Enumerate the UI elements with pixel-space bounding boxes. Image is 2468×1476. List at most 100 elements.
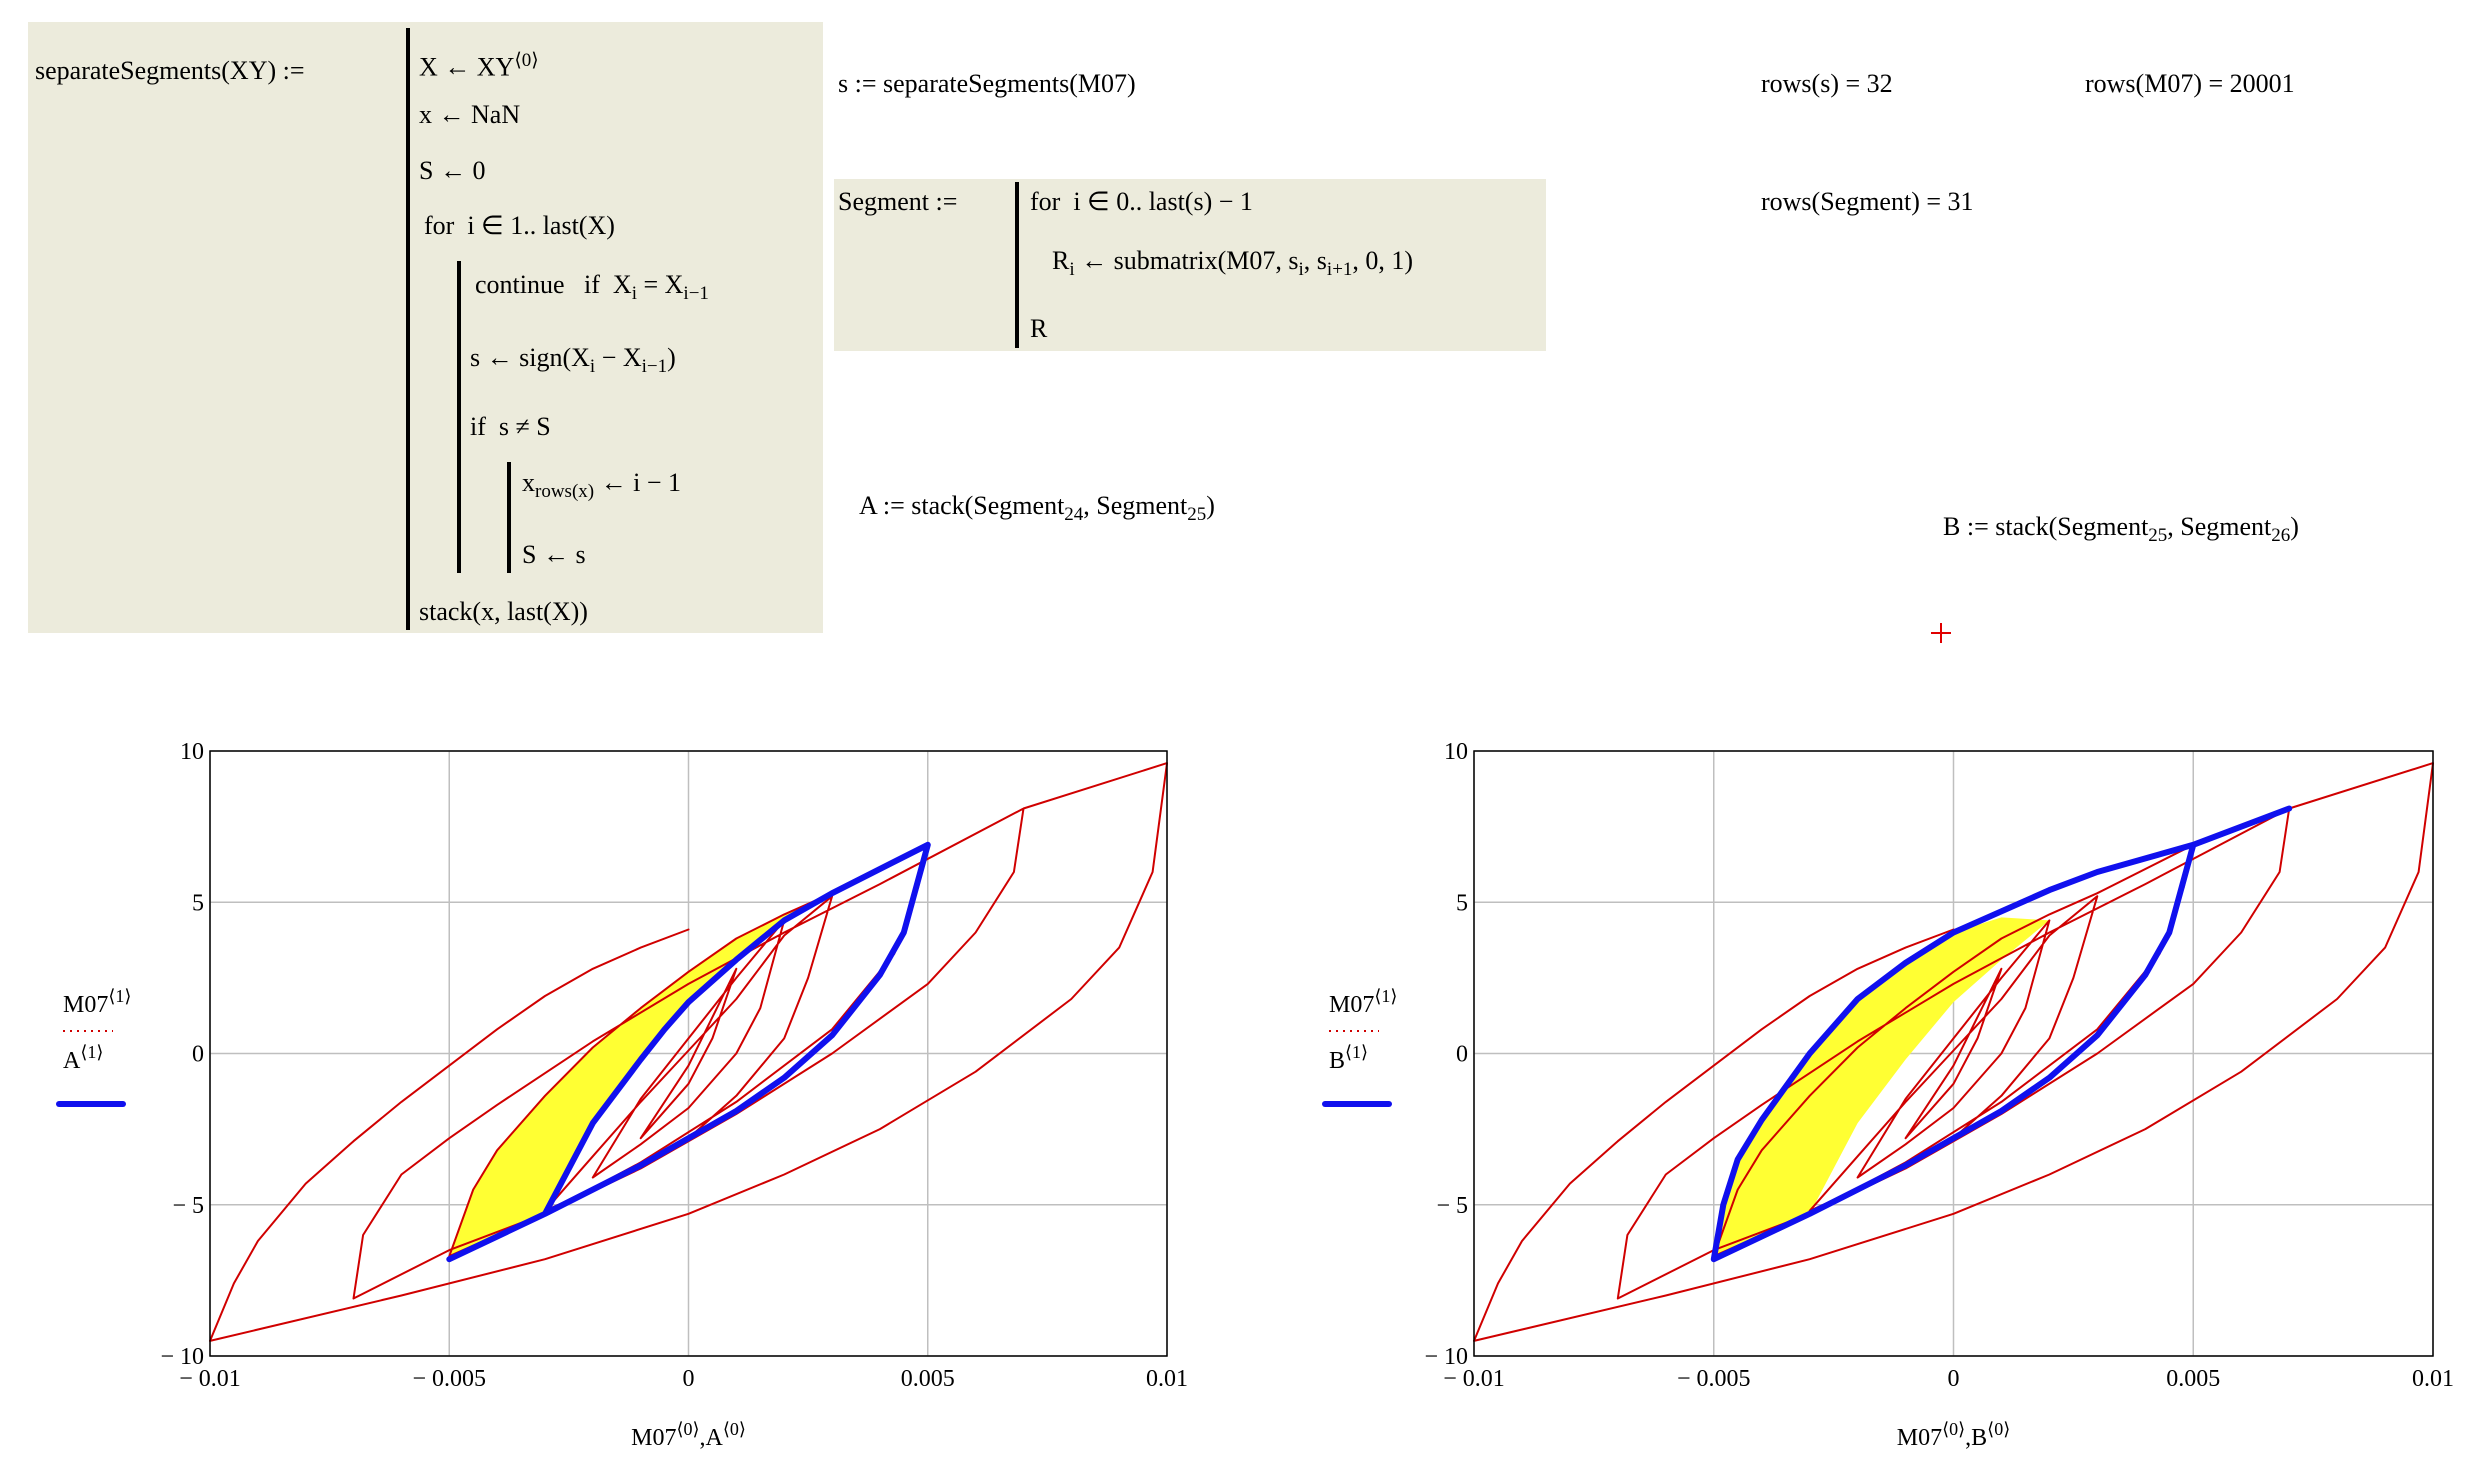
math-text: continue if X <box>475 270 632 299</box>
program-line: xrows(x) ← i − 1 <box>522 467 681 508</box>
function-head: separateSegments(XY) := <box>35 55 305 87</box>
x-tick-label: 0.01 <box>2412 1366 2454 1392</box>
subscript: i+1 <box>1326 259 1353 281</box>
y-tick-label: 0 <box>1456 1042 1468 1068</box>
result: rows(M07) = 20001 <box>2085 68 2295 100</box>
math-text: Segment := <box>838 187 958 216</box>
y-axis-label: M07⟨1⟩ <box>63 986 131 1018</box>
x-tick-label: − 0.005 <box>1677 1366 1751 1392</box>
separator: , <box>1965 1425 1971 1451</box>
series-line <box>209 762 1168 1342</box>
subscript: i <box>1298 259 1304 281</box>
superscript: ⟨0⟩ <box>1942 1419 1965 1439</box>
program-line: x ← NaN <box>419 99 520 131</box>
function-region <box>28 22 823 633</box>
chart: − 0.01− 0.005 0 0.005 0.01− 10− 50510M07⟨1⟩… <box>1322 739 2454 1451</box>
superscript: ⟨0⟩ <box>514 50 539 71</box>
result-expr: rows(s) = <box>1761 69 1861 98</box>
program-bar <box>507 462 511 573</box>
program-line: X ← XY⟨0⟩ <box>419 45 539 84</box>
program-line: continue if Xi = Xi−1 <box>475 269 709 310</box>
axis-name: A <box>706 1425 724 1451</box>
y-tick-label: − 5 <box>1436 1193 1468 1219</box>
chart: − 0.01− 0.005 0 0.005 0.01− 10− 50510M07⟨1⟩… <box>56 739 1188 1451</box>
legend-name: B <box>1329 1048 1345 1074</box>
math-text: , 0, 1) <box>1352 246 1414 275</box>
legend-name: A <box>63 1048 81 1074</box>
program-bar <box>406 28 410 630</box>
program-bar <box>1015 182 1019 348</box>
y-axis-label: A⟨1⟩ <box>63 1042 103 1074</box>
y-tick-label: − 10 <box>160 1344 204 1370</box>
result-value: 31 <box>1947 187 1974 216</box>
result-expr: rows(Segment) = <box>1761 187 1942 216</box>
y-tick-label: 5 <box>1456 890 1468 916</box>
math-text: ) <box>2290 512 2299 541</box>
plot-frame <box>1473 750 2434 1357</box>
x-tick-label: 0.01 <box>1146 1366 1188 1392</box>
program-line: for i ∈ 1.. last(X) <box>424 210 615 242</box>
program-line: s ← sign(Xi − Xi−1) <box>470 342 676 383</box>
legend-name: M07 <box>63 992 108 1018</box>
y-tick-label: 5 <box>192 890 204 916</box>
math-text: = X <box>636 270 684 299</box>
program-line: for i ∈ 0.. last(s) − 1 <box>1030 186 1253 218</box>
x-tick-label: 0 <box>683 1366 695 1392</box>
math-text: separateSegments(XY) := <box>35 56 305 85</box>
math-text: , Segment <box>2167 512 2272 541</box>
x-axis-label: M07⟨0⟩,B⟨0⟩ <box>1897 1419 2010 1451</box>
math-text: A := stack(Segment <box>859 491 1065 520</box>
math-text: s := separateSegments(M07) <box>838 69 1136 98</box>
superscript: ⟨1⟩ <box>1374 986 1397 1006</box>
definition-head: Segment := <box>838 186 957 218</box>
y-tick-label: 0 <box>192 1042 204 1068</box>
subscript: i <box>1069 259 1075 281</box>
fill-region <box>1713 917 2050 1260</box>
legend-name: M07 <box>1329 992 1374 1018</box>
subscript: 25 <box>1187 504 1207 526</box>
fill-region <box>449 893 833 1257</box>
math-text: ← i − 1 <box>594 468 681 497</box>
math-text: s ← sign(X <box>470 343 590 372</box>
math-text: ) <box>667 343 676 372</box>
math-text: stack(x, last(X)) <box>419 597 588 626</box>
y-tick-label: 10 <box>180 739 204 765</box>
x-tick-label: − 0.005 <box>412 1366 486 1392</box>
subscript: 24 <box>1064 504 1084 526</box>
axis-name: M07 <box>1897 1425 1942 1451</box>
program-bar <box>457 261 461 573</box>
program-line: S ← 0 <box>419 155 485 187</box>
math-text: R <box>1052 246 1070 275</box>
subscript: 25 <box>2148 525 2168 547</box>
plot-frame <box>209 750 1168 1357</box>
subscript: i <box>631 283 637 305</box>
math-text: ← submatrix(M07, s <box>1074 246 1299 275</box>
x-tick-label: 0.005 <box>901 1366 955 1392</box>
definition: s := separateSegments(M07) <box>838 68 1136 100</box>
subscript: i−1 <box>683 283 709 305</box>
subscript: 26 <box>2271 525 2291 547</box>
subscript: i−1 <box>641 356 668 378</box>
result-value: 20001 <box>2229 69 2295 98</box>
program-line: if s ≠ S <box>470 411 551 443</box>
math-text: , Segment <box>1083 491 1188 520</box>
x-tick-label: 0 <box>1948 1366 1960 1392</box>
separator: , <box>700 1425 706 1451</box>
result: rows(Segment) = 31 <box>1761 186 1974 218</box>
subscript: i <box>589 356 596 378</box>
x-tick-label: − 0.01 <box>1443 1366 1505 1392</box>
series-line <box>1710 805 2293 1263</box>
program-line: Ri ← submatrix(M07, si, si+1, 0, 1) <box>1052 245 1413 286</box>
superscript: ⟨1⟩ <box>80 1042 103 1062</box>
superscript: ⟨0⟩ <box>723 1419 746 1439</box>
math-text: if s ≠ S <box>470 412 551 441</box>
x-axis-label: M07⟨0⟩,A⟨0⟩ <box>631 1419 746 1451</box>
y-tick-label: 10 <box>1444 739 1468 765</box>
superscript: ⟨1⟩ <box>108 986 131 1006</box>
y-axis-label: M07⟨1⟩ <box>1329 986 1397 1018</box>
cursor-cross <box>1931 623 1951 643</box>
math-text: x ← NaN <box>419 100 521 129</box>
y-axis-label: B⟨1⟩ <box>1329 1042 1368 1074</box>
